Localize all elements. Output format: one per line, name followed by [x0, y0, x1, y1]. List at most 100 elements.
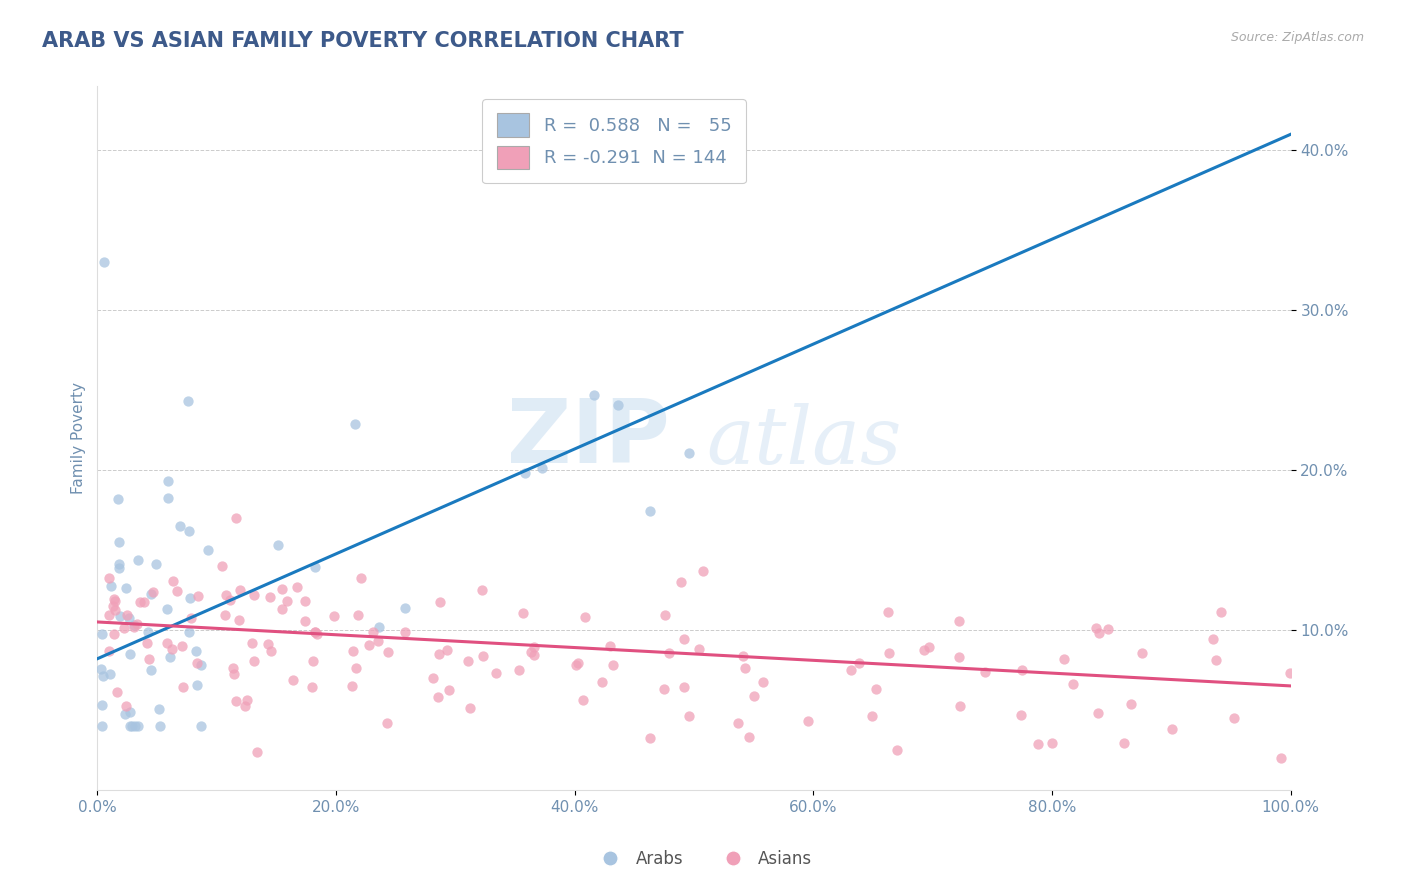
Point — [1270, 751, 1292, 765]
Point — [107, 561, 129, 575]
Point — [118, 648, 141, 662]
Point — [394, 624, 416, 639]
Point — [652, 682, 675, 697]
Point — [233, 698, 256, 713]
Point — [1011, 707, 1033, 722]
Point — [127, 719, 149, 733]
Point — [350, 571, 373, 585]
Point — [485, 665, 508, 680]
Point — [1202, 632, 1225, 646]
Point — [1097, 622, 1119, 636]
Point — [179, 591, 201, 605]
Point — [738, 730, 761, 744]
Point — [301, 654, 323, 668]
Point — [266, 538, 288, 552]
Point — [179, 625, 201, 640]
Point — [156, 602, 179, 616]
Point — [98, 608, 121, 623]
Point — [138, 651, 160, 665]
Point — [797, 714, 820, 729]
Point — [1160, 722, 1182, 736]
Point — [457, 654, 479, 668]
Point — [103, 592, 125, 607]
Point — [607, 398, 630, 412]
Point — [118, 611, 141, 625]
Point — [669, 574, 692, 589]
Point — [222, 661, 245, 675]
Point — [245, 745, 267, 759]
Point — [460, 701, 482, 715]
Point — [602, 657, 624, 672]
Point — [567, 656, 589, 670]
Point — [122, 620, 145, 634]
Point — [375, 716, 398, 731]
Point — [357, 639, 380, 653]
Y-axis label: Family Poverty: Family Poverty — [72, 382, 86, 494]
Point — [211, 559, 233, 574]
Point — [692, 564, 714, 578]
Point — [565, 658, 588, 673]
Point — [523, 648, 546, 663]
Legend: Arabs, Asians: Arabs, Asians — [588, 844, 818, 875]
Point — [285, 580, 308, 594]
Point — [343, 417, 366, 431]
Point — [304, 625, 326, 640]
Point — [860, 709, 883, 723]
Point — [93, 255, 115, 269]
Point — [377, 645, 399, 659]
Point — [105, 685, 128, 699]
Point — [149, 719, 172, 733]
Point — [912, 642, 935, 657]
Point — [574, 610, 596, 624]
Point — [572, 693, 595, 707]
Point — [1084, 621, 1107, 635]
Point — [429, 595, 451, 609]
Point — [591, 674, 613, 689]
Point — [100, 578, 122, 592]
Point — [125, 617, 148, 632]
Point — [214, 608, 236, 623]
Point — [347, 607, 370, 622]
Point — [243, 654, 266, 668]
Text: ARAB VS ASIAN FAMILY POVERTY CORRELATION CHART: ARAB VS ASIAN FAMILY POVERTY CORRELATION… — [42, 31, 683, 51]
Point — [654, 607, 676, 622]
Point — [304, 624, 326, 639]
Point — [108, 557, 131, 571]
Point — [225, 511, 247, 525]
Point — [427, 647, 450, 661]
Point — [98, 571, 121, 585]
Point — [260, 643, 283, 657]
Point — [172, 680, 194, 694]
Point — [886, 743, 908, 757]
Point — [160, 642, 183, 657]
Point — [127, 553, 149, 567]
Point — [228, 613, 250, 627]
Point — [973, 665, 995, 679]
Point — [180, 610, 202, 624]
Point — [190, 657, 212, 672]
Point — [124, 718, 146, 732]
Point — [515, 467, 537, 481]
Point — [304, 560, 326, 574]
Point — [1119, 698, 1142, 712]
Point — [1011, 663, 1033, 677]
Point — [187, 589, 209, 603]
Point — [512, 607, 534, 621]
Point — [114, 699, 136, 714]
Point — [104, 603, 127, 617]
Point — [472, 649, 495, 664]
Point — [145, 557, 167, 571]
Point — [141, 663, 163, 677]
Point — [848, 656, 870, 670]
Point — [471, 583, 494, 598]
Point — [877, 646, 900, 660]
Point — [508, 663, 530, 677]
Point — [1087, 625, 1109, 640]
Point — [1040, 736, 1063, 750]
Point — [301, 680, 323, 694]
Point — [90, 627, 112, 641]
Point — [1112, 736, 1135, 750]
Point — [678, 446, 700, 460]
Point — [640, 731, 662, 745]
Point — [101, 599, 124, 613]
